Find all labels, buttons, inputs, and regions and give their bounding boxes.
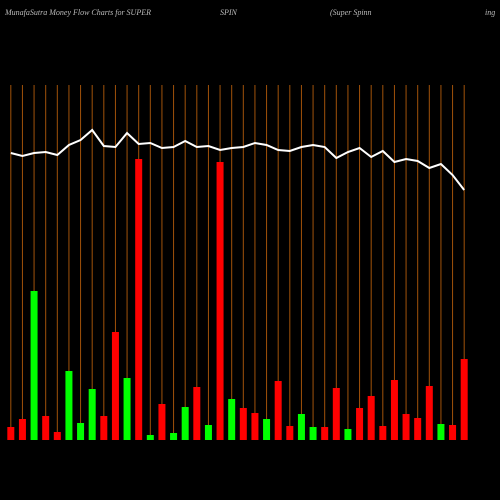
bar <box>88 389 96 440</box>
bar <box>7 427 15 440</box>
bar <box>239 408 247 440</box>
bar <box>146 435 154 440</box>
bar <box>425 386 433 440</box>
bar <box>402 414 410 440</box>
bar <box>193 387 201 440</box>
bar <box>332 388 340 440</box>
bar <box>274 381 282 440</box>
chart-title: (Super Spinn <box>330 8 372 17</box>
bar <box>414 418 422 440</box>
bar <box>170 433 178 440</box>
bar <box>228 399 236 440</box>
bar <box>135 159 143 440</box>
bar <box>53 432 61 440</box>
bar <box>390 380 398 440</box>
bar <box>77 423 85 440</box>
bar <box>460 359 468 440</box>
bar <box>111 332 119 440</box>
bar <box>30 291 38 440</box>
bar <box>356 408 364 440</box>
bar <box>286 426 294 440</box>
bar <box>42 416 50 440</box>
bar <box>181 407 189 440</box>
bar <box>309 427 317 440</box>
bar <box>297 414 305 440</box>
bar <box>263 419 271 440</box>
bar <box>100 416 108 440</box>
bar <box>216 162 224 440</box>
bar <box>204 425 212 440</box>
line <box>10 128 465 191</box>
bar <box>65 371 73 440</box>
bar <box>251 413 259 440</box>
chart-title: SPIN <box>220 8 238 17</box>
bar <box>344 429 352 440</box>
bar <box>437 424 445 440</box>
chart-title: ing <box>485 8 495 17</box>
bar <box>449 425 457 440</box>
bar <box>321 427 329 440</box>
chart-title: MunafaSutra Money Flow Charts for SUPER <box>4 8 151 17</box>
bar <box>18 419 26 440</box>
bar <box>123 378 131 440</box>
bar <box>379 426 387 440</box>
bar <box>158 404 166 440</box>
bar <box>367 396 375 440</box>
